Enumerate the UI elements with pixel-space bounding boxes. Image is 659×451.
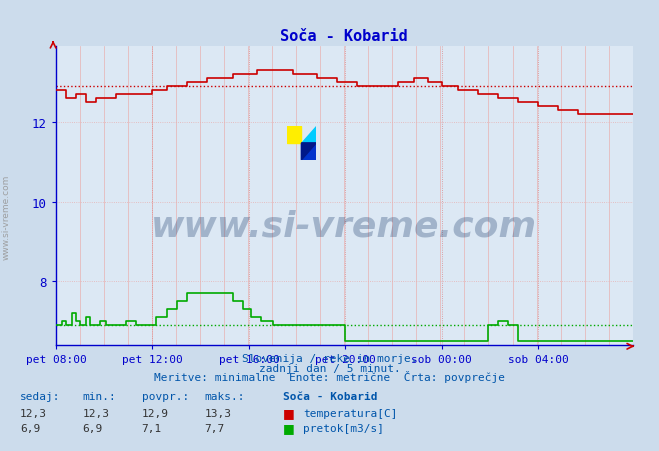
Bar: [302, 143, 316, 161]
Text: pretok[m3/s]: pretok[m3/s]: [303, 423, 384, 433]
Text: Slovenija / reke in morje.: Slovenija / reke in morje.: [242, 353, 417, 363]
Text: 6,9: 6,9: [20, 423, 40, 433]
Text: Meritve: minimalne  Enote: metrične  Črta: povprečje: Meritve: minimalne Enote: metrične Črta:…: [154, 371, 505, 382]
Text: 12,9: 12,9: [142, 408, 169, 418]
Text: sedaj:: sedaj:: [20, 391, 60, 401]
Text: zadnji dan / 5 minut.: zadnji dan / 5 minut.: [258, 363, 401, 373]
Text: min.:: min.:: [82, 391, 116, 401]
Text: 13,3: 13,3: [204, 408, 231, 418]
Text: ■: ■: [283, 421, 295, 434]
Title: Soča - Kobarid: Soča - Kobarid: [281, 28, 408, 43]
Text: 12,3: 12,3: [20, 408, 47, 418]
Text: www.si-vreme.com: www.si-vreme.com: [152, 209, 537, 243]
Text: temperatura[C]: temperatura[C]: [303, 408, 397, 418]
Text: povpr.:: povpr.:: [142, 391, 189, 401]
Text: 12,3: 12,3: [82, 408, 109, 418]
Bar: [287, 127, 302, 143]
Polygon shape: [302, 143, 316, 161]
Text: 7,7: 7,7: [204, 423, 225, 433]
Text: 6,9: 6,9: [82, 423, 103, 433]
Polygon shape: [302, 127, 316, 143]
Text: maks.:: maks.:: [204, 391, 244, 401]
Text: www.si-vreme.com: www.si-vreme.com: [2, 174, 11, 259]
Text: 7,1: 7,1: [142, 423, 162, 433]
Text: Soča - Kobarid: Soča - Kobarid: [283, 391, 378, 401]
Text: ■: ■: [283, 406, 295, 419]
